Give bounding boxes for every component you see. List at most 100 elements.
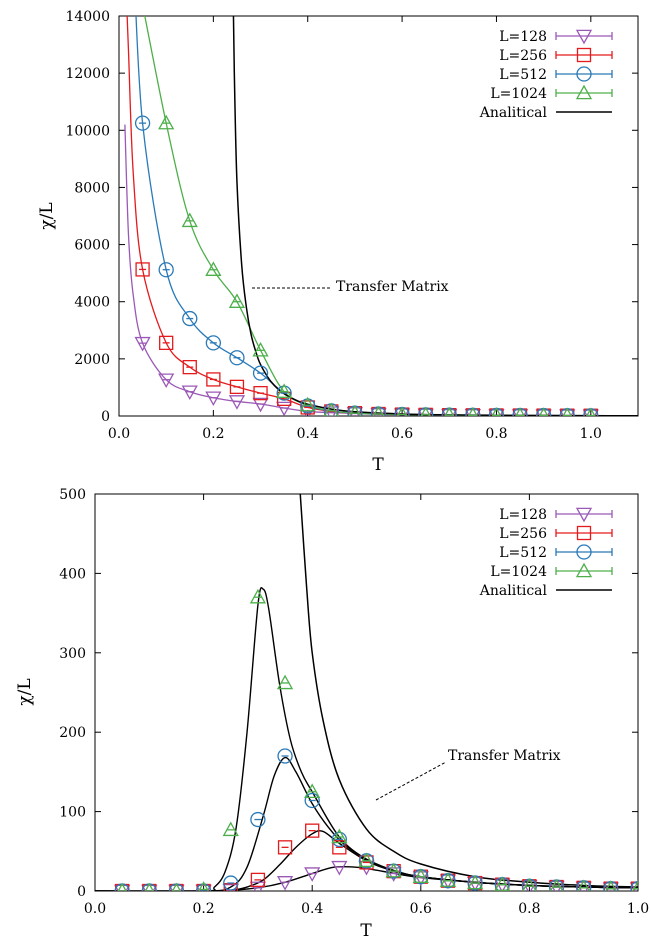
bottom-x-tick-label: 0.0 xyxy=(84,901,106,917)
bottom-y-tick-label: 500 xyxy=(59,487,86,503)
top-x-ticks: 0.0 0.2 0.4 0.6 0.8 1.0 xyxy=(108,16,602,442)
data-point-l-1024 xyxy=(249,588,267,604)
legend-label-l-256: L=256 xyxy=(499,48,547,64)
bottom-y-axis-label: χ/L xyxy=(15,678,35,705)
data-point-l-256 xyxy=(250,872,266,888)
top-y-tick-label: 10000 xyxy=(65,123,110,139)
data-point-l-1024 xyxy=(466,874,484,890)
bottom-y-ticks: 0 100 200 300 400 500 xyxy=(59,487,638,900)
top-markers xyxy=(134,114,599,416)
curve-l-128 xyxy=(124,124,591,416)
legend-marker-l-256 xyxy=(576,47,592,63)
top-plot-frame xyxy=(118,15,639,417)
top-x-tick-label: 0.4 xyxy=(297,426,319,442)
legend-label-analitical: Analitical xyxy=(479,583,548,599)
finite-size-curve-l-512 xyxy=(95,756,638,891)
bottom-legend: L=128 L=256 L=512 L=1024 Analitical xyxy=(479,507,613,599)
data-point-l-1024 xyxy=(385,862,402,878)
bottom-markers xyxy=(114,588,638,891)
data-point-l-512 xyxy=(158,262,174,278)
data-point-l-128 xyxy=(195,884,212,891)
data-point-l-1024 xyxy=(467,406,478,416)
data-point-l-1024 xyxy=(331,828,348,844)
bottom-x-tick-label: 0.4 xyxy=(301,901,323,917)
data-point-l-1024 xyxy=(515,407,525,416)
bottom-x-tick-label: 1.0 xyxy=(627,901,649,917)
data-point-l-1024 xyxy=(158,114,175,130)
data-point-l-1024 xyxy=(396,406,408,416)
data-point-l-128 xyxy=(276,876,294,891)
data-point-l-512 xyxy=(205,335,222,351)
data-point-l-256 xyxy=(206,372,221,387)
data-point-l-256 xyxy=(229,379,245,395)
bottom-y-tick-label: 200 xyxy=(59,725,86,741)
top-y-tick-label: 8000 xyxy=(74,180,110,196)
data-point-l-1024 xyxy=(522,877,537,891)
data-point-l-1024 xyxy=(632,880,638,891)
data-point-l-256 xyxy=(135,262,150,277)
bottom-x-tick-label: 0.6 xyxy=(410,901,432,917)
bottom-y-tick-label: 100 xyxy=(59,805,86,821)
data-point-l-1024 xyxy=(205,261,222,276)
top-y-tick-label: 14000 xyxy=(65,9,110,25)
data-point-l-1024 xyxy=(549,878,564,891)
bottom-x-tick-label: 0.8 xyxy=(518,901,540,917)
top-curves xyxy=(119,16,638,416)
data-point-l-128 xyxy=(158,373,175,389)
finite-size-curve-l-1024 xyxy=(95,587,638,891)
data-point-l-1024 xyxy=(444,406,455,416)
data-point-l-512 xyxy=(223,875,239,891)
data-point-l-512 xyxy=(331,831,348,848)
legend-label-analitical: Analitical xyxy=(479,105,548,121)
top-x-axis-label: T xyxy=(372,455,384,475)
data-point-l-128 xyxy=(168,884,185,891)
top-y-tick-label: 2000 xyxy=(74,352,110,368)
legend-marker-l-1024 xyxy=(575,84,593,100)
legend-label-l-1024: L=1024 xyxy=(490,86,547,102)
data-point-l-512 xyxy=(250,811,266,828)
top-annotation-text: Transfer Matrix xyxy=(336,279,449,295)
data-point-l-256 xyxy=(277,840,293,855)
analytical-curve xyxy=(232,16,638,416)
legend-marker-l-512 xyxy=(576,544,592,560)
data-point-l-512 xyxy=(134,115,151,131)
bottom-y-tick-label: 400 xyxy=(59,566,86,582)
data-point-l-1024 xyxy=(117,882,127,891)
data-point-l-128 xyxy=(385,867,402,882)
bottom-y-tick-label: 0 xyxy=(77,884,86,900)
top-x-tick-label: 0.6 xyxy=(391,426,413,442)
data-point-l-1024 xyxy=(494,876,511,891)
data-point-l-512 xyxy=(182,310,198,327)
legend-marker-l-1024 xyxy=(575,562,593,578)
top-x-tick-label: 0.0 xyxy=(108,426,130,442)
data-point-l-256 xyxy=(332,840,347,855)
legend-marker-l-512 xyxy=(576,66,592,82)
data-point-l-128 xyxy=(331,860,348,876)
data-point-l-512 xyxy=(304,792,320,809)
data-point-l-256 xyxy=(305,823,320,838)
legend-label-l-512: L=512 xyxy=(499,545,547,561)
data-point-l-128 xyxy=(252,397,269,413)
top-panel: 0.0 0.2 0.4 0.6 0.8 1.0 0 2000 4000 6000 8000 1000… xyxy=(37,9,639,475)
data-point-l-512 xyxy=(252,365,269,381)
legend-label-l-512: L=512 xyxy=(499,67,547,83)
data-point-l-1024 xyxy=(299,396,316,412)
top-y-tick-label: 0 xyxy=(101,409,110,425)
data-point-l-1024 xyxy=(491,407,502,416)
data-point-l-256 xyxy=(253,385,268,401)
data-point-l-128 xyxy=(134,336,151,352)
legend-label-l-256: L=256 xyxy=(499,526,547,542)
data-point-l-1024 xyxy=(562,407,573,416)
data-point-l-1024 xyxy=(538,407,549,416)
top-legend: L=128 L=256 L=512 L=1024 Analitical xyxy=(479,29,613,121)
legend-label-l-128: L=128 xyxy=(499,507,547,523)
data-point-l-1024 xyxy=(198,881,210,891)
data-point-l-256 xyxy=(159,335,174,351)
data-point-l-128 xyxy=(249,881,267,891)
bottom-x-tick-label: 0.2 xyxy=(192,901,214,917)
data-point-l-512 xyxy=(277,748,293,764)
bottom-y-tick-label: 300 xyxy=(59,646,86,662)
top-y-tick-label: 4000 xyxy=(74,295,110,311)
